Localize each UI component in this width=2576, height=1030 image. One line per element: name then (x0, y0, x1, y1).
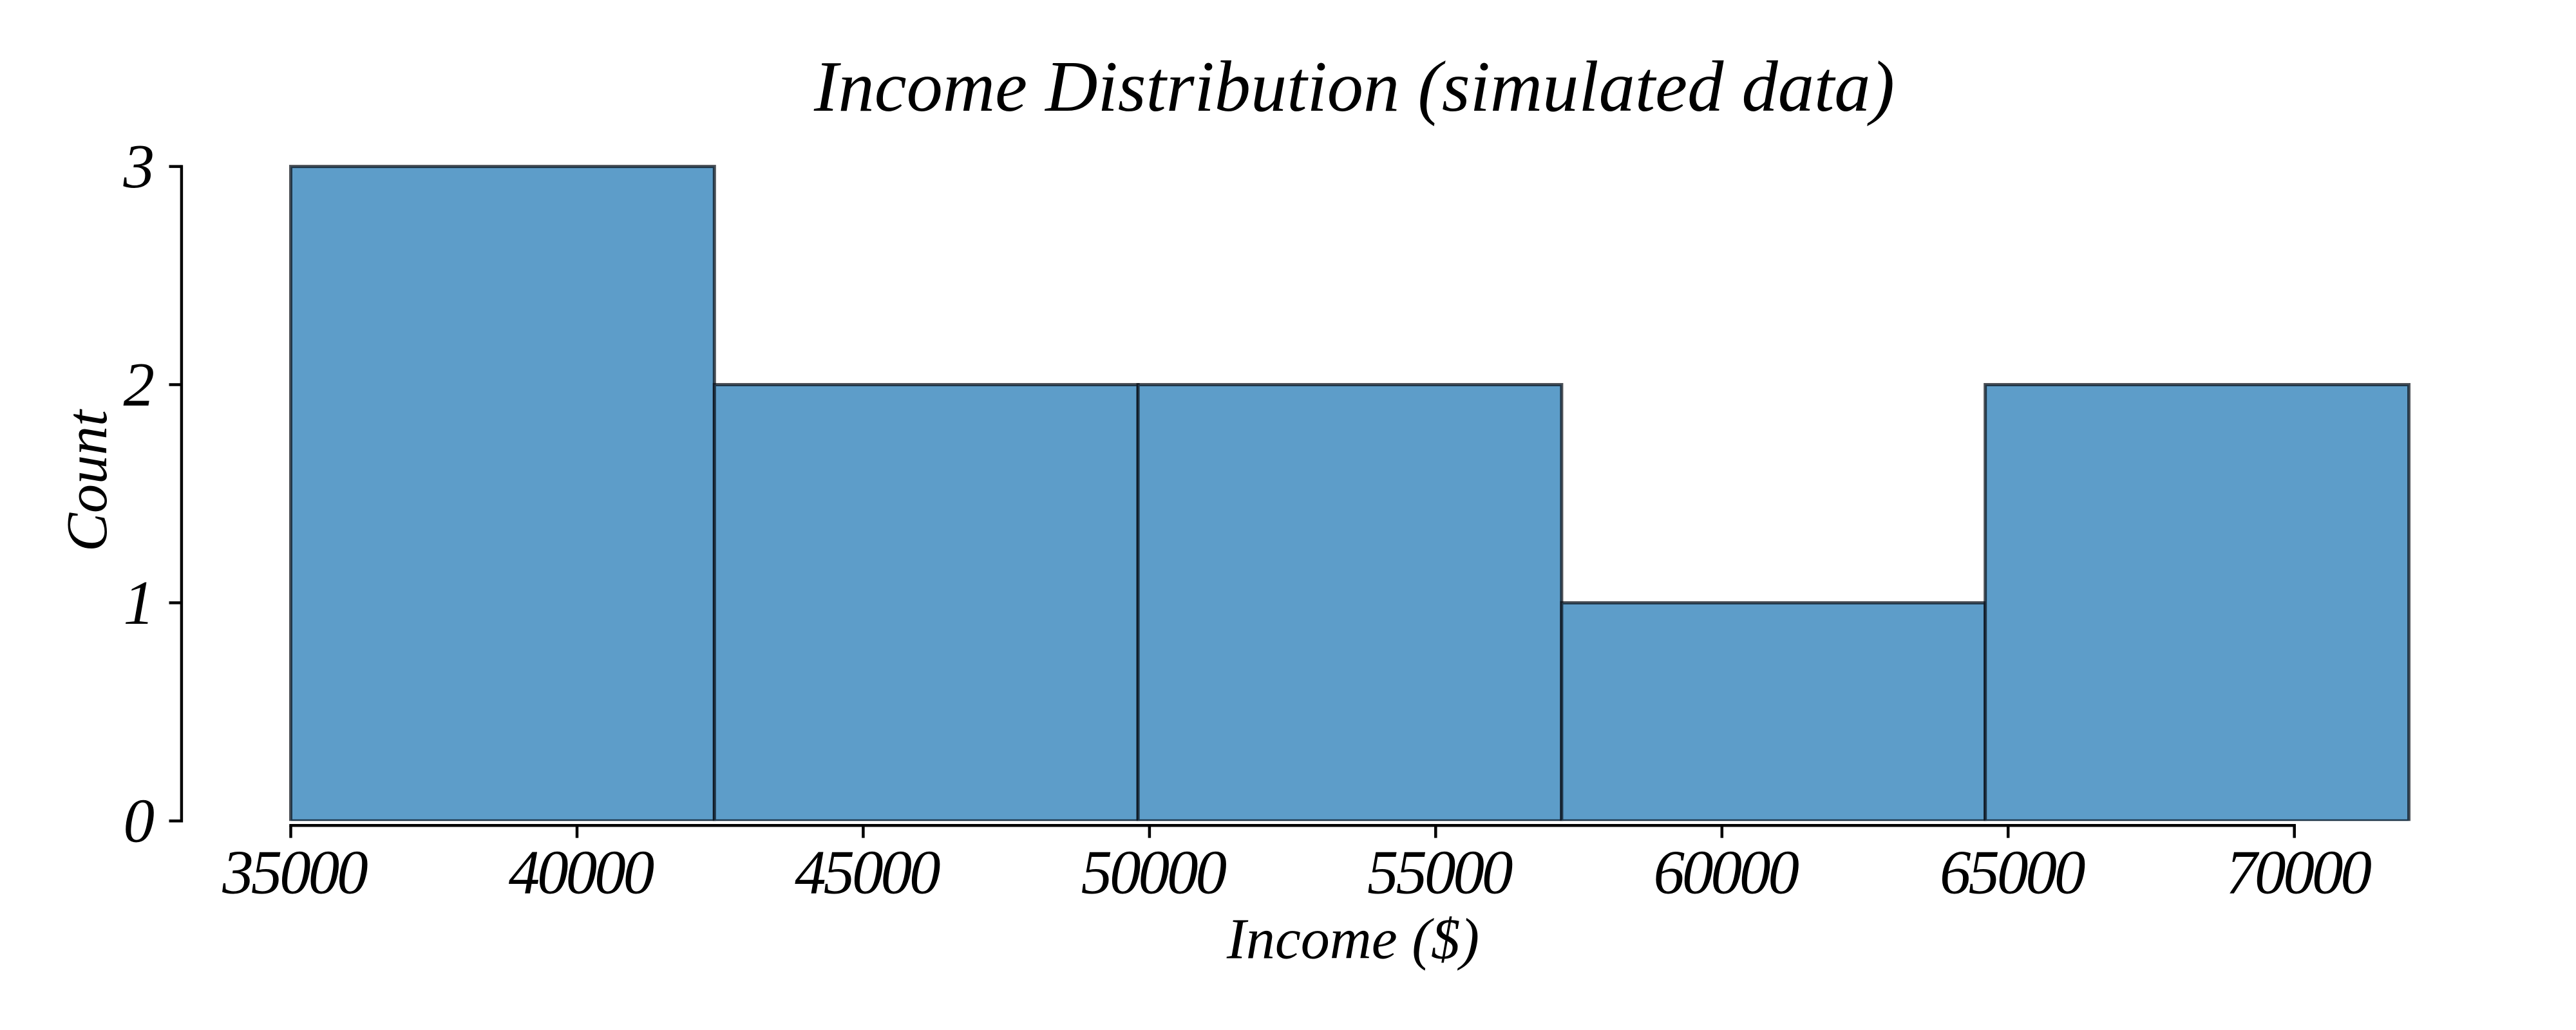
svg-text:Count: Count (55, 409, 119, 552)
svg-text:40000: 40000 (509, 838, 654, 907)
svg-text:Income ($): Income ($) (1226, 908, 1479, 971)
svg-text:3: 3 (123, 132, 155, 201)
svg-text:0: 0 (124, 787, 155, 856)
svg-text:45000: 45000 (795, 838, 940, 907)
svg-text:50000: 50000 (1081, 838, 1227, 907)
svg-text:55000: 55000 (1367, 838, 1513, 907)
svg-text:60000: 60000 (1654, 838, 1799, 907)
svg-text:65000: 65000 (1940, 838, 2085, 907)
svg-text:1: 1 (124, 568, 155, 637)
svg-text:70000: 70000 (2226, 838, 2371, 907)
svg-text:2: 2 (124, 350, 155, 419)
svg-text:Income Distribution (simulated: Income Distribution (simulated data) (813, 47, 1895, 127)
svg-text:35000: 35000 (222, 838, 368, 907)
